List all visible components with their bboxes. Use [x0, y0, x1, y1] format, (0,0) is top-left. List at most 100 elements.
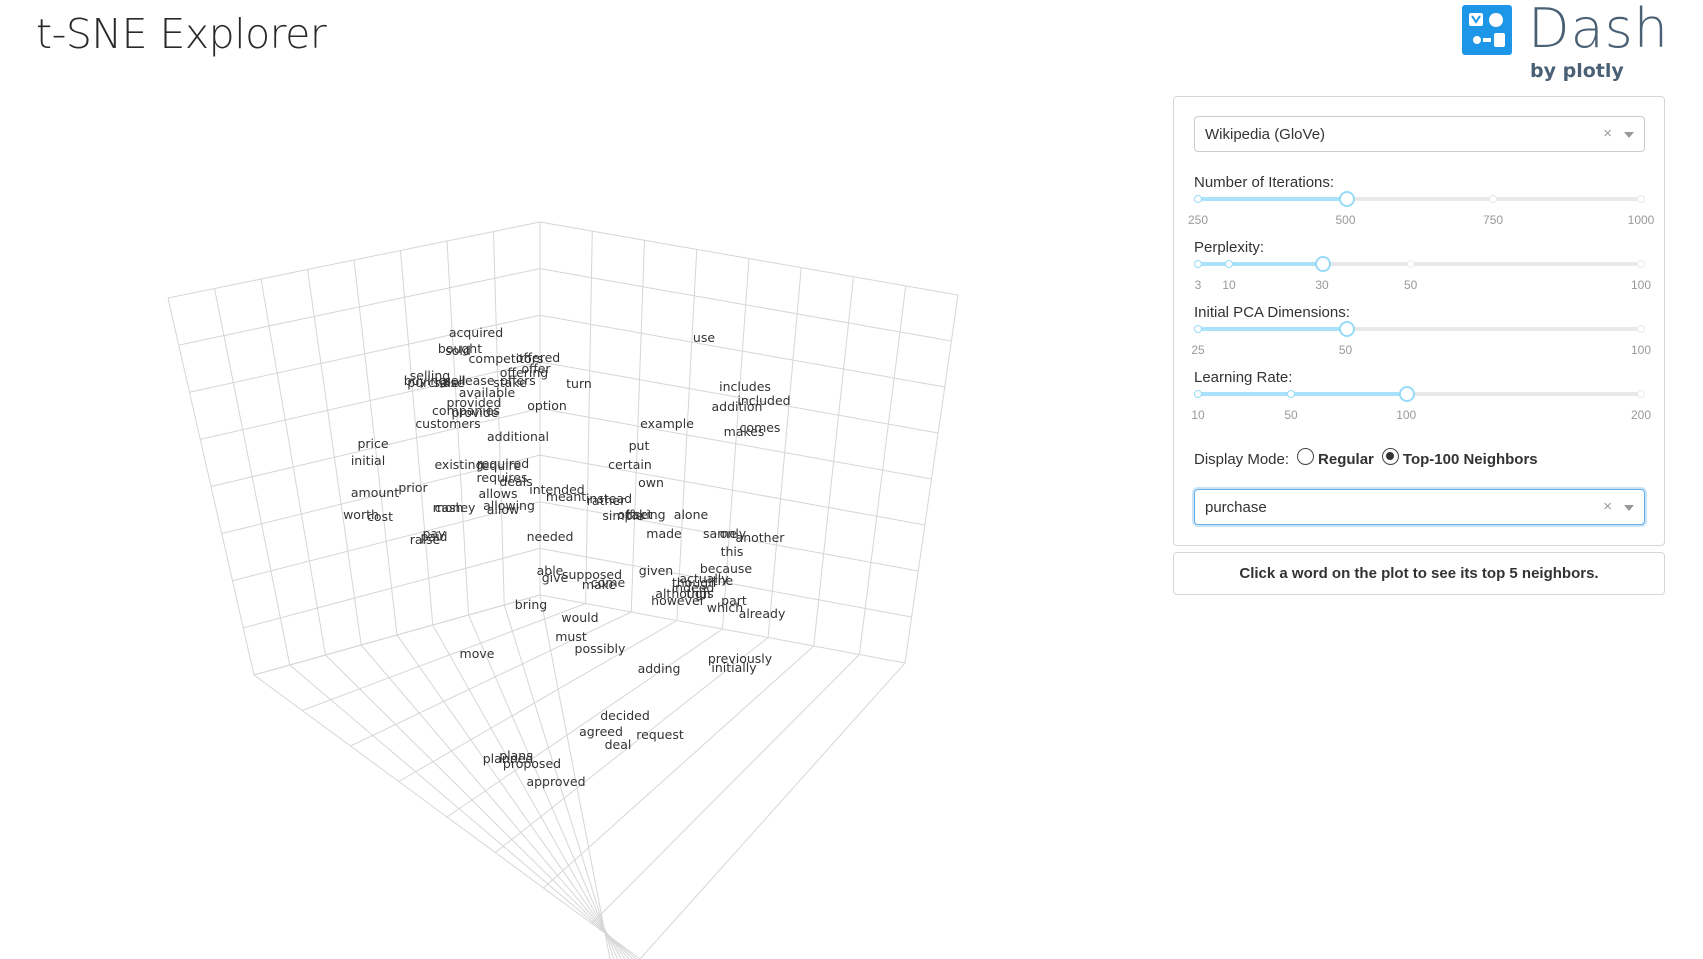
radio-top-100-neighbors-label[interactable]: Top-100 Neighbors	[1402, 451, 1538, 468]
word-label[interactable]: deals	[499, 474, 532, 489]
word-label[interactable]: raise	[410, 532, 441, 547]
word-label[interactable]: option	[527, 398, 567, 413]
word-label[interactable]: put	[629, 438, 650, 453]
word-label[interactable]: turn	[566, 376, 592, 391]
word-label[interactable]: adding	[638, 661, 681, 676]
word-label[interactable]: addition	[712, 399, 763, 414]
perplexity-slider[interactable]: 3 10 30 50 100	[1194, 256, 1651, 292]
word-label[interactable]: initially	[711, 660, 757, 675]
slider-mark-label[interactable]: 200	[1630, 408, 1652, 422]
slider-mark-label[interactable]: 750	[1483, 213, 1504, 227]
word-label[interactable]: sold	[445, 343, 471, 358]
word-label[interactable]: needed	[527, 529, 574, 544]
word-label[interactable]: actually	[679, 571, 729, 586]
pca-dimensions-slider[interactable]: 25 50 100	[1191, 321, 1651, 357]
word-label[interactable]: provided	[447, 395, 502, 410]
chevron-down-icon[interactable]	[1624, 132, 1634, 138]
word-label[interactable]: supposed	[562, 567, 622, 582]
radio-regular-label[interactable]: Regular	[1318, 451, 1374, 468]
word-label[interactable]: agreed	[579, 724, 623, 739]
word-label[interactable]: request	[636, 727, 684, 742]
word-label[interactable]: offset	[617, 507, 652, 522]
word-label[interactable]: example	[640, 416, 694, 431]
word-label[interactable]: because	[700, 561, 753, 576]
slider-mark-label[interactable]: 30	[1315, 278, 1329, 292]
word-label[interactable]: sell	[444, 373, 465, 388]
word-label[interactable]: certain	[608, 457, 652, 472]
iterations-slider[interactable]: 250 500 750 1000	[1188, 191, 1654, 227]
word-label[interactable]: only	[720, 526, 747, 541]
word-label[interactable]: deal	[605, 737, 632, 752]
word-label[interactable]: approved	[526, 774, 585, 789]
word-label[interactable]: cash	[435, 500, 464, 515]
word-label[interactable]: cost	[367, 509, 393, 524]
slider-mark-label[interactable]: 25	[1191, 343, 1205, 357]
word-label[interactable]: pay	[423, 526, 447, 541]
slider-rail[interactable]	[1198, 392, 1641, 396]
word-label[interactable]: allowing	[483, 498, 535, 513]
word-label[interactable]: same	[703, 526, 737, 541]
slider-mark-label[interactable]: 100	[1396, 408, 1417, 422]
slider-mark-label[interactable]: 10	[1222, 278, 1236, 292]
word-label[interactable]: plans	[499, 748, 533, 763]
chevron-down-icon[interactable]	[1624, 505, 1634, 511]
word-label[interactable]: purchase	[407, 375, 465, 390]
word-label[interactable]: stake	[493, 375, 527, 390]
word-label[interactable]: available	[459, 385, 516, 400]
slider-handle[interactable]	[1338, 191, 1355, 207]
word-label[interactable]: existing	[434, 457, 483, 472]
word-label[interactable]: includes	[719, 379, 771, 394]
word-label[interactable]: money	[433, 500, 476, 515]
word-label[interactable]: comes	[740, 420, 781, 435]
word-label[interactable]: instead	[586, 491, 632, 506]
word-label[interactable]: already	[739, 606, 786, 621]
slider-mark-label[interactable]: 10	[1191, 408, 1205, 422]
word-label[interactable]: given	[639, 563, 673, 578]
word-label[interactable]: previously	[708, 651, 773, 666]
word-label[interactable]: buying	[404, 373, 447, 388]
dataset-dropdown[interactable]: Wikipedia (GloVe) ×	[1194, 116, 1645, 152]
slider-handle[interactable]	[1399, 386, 1416, 402]
word-label[interactable]: offering	[500, 365, 548, 380]
word-label[interactable]: competitors	[469, 351, 544, 366]
word-label[interactable]: makes	[724, 424, 765, 439]
word-label[interactable]: give	[542, 570, 569, 585]
word-label[interactable]: meant	[546, 489, 586, 504]
word-label[interactable]: customers	[415, 416, 480, 431]
word-label[interactable]: must	[555, 629, 587, 644]
slider-handle[interactable]	[1315, 256, 1332, 272]
slider-mark-label[interactable]: 500	[1335, 213, 1356, 227]
word-label[interactable]: paid	[420, 529, 447, 544]
slider-mark-label[interactable]: 50	[1403, 278, 1418, 292]
word-label[interactable]: thus	[686, 586, 713, 601]
dataset-clear-icon[interactable]: ×	[1603, 125, 1612, 142]
slider-rail[interactable]	[1198, 262, 1641, 266]
word-label[interactable]: sale	[433, 375, 459, 390]
slider-handle[interactable]	[1338, 321, 1355, 337]
word-label[interactable]: allow	[487, 502, 519, 517]
plot-canvas[interactable]: acquiredboughtsoldcompetitorsofferedoffe…	[0, 95, 1160, 959]
radio-regular[interactable]	[1297, 448, 1315, 465]
word-label[interactable]: selling	[410, 368, 450, 383]
word-label[interactable]: although	[655, 586, 710, 601]
word-label[interactable]: planned	[483, 751, 534, 766]
word-label[interactable]: offered	[516, 350, 560, 365]
word-label[interactable]: able	[537, 563, 564, 578]
word-label[interactable]: require	[477, 458, 522, 473]
slider-mark-label[interactable]: 50	[1338, 343, 1353, 357]
word-label[interactable]: offer	[521, 361, 551, 376]
learning-rate-slider[interactable]: 10 50 100 200	[1191, 386, 1651, 422]
dash-logo[interactable]: Dash by plotly	[1462, 0, 1668, 82]
slider-mark-label[interactable]: 1000	[1627, 213, 1655, 227]
slider-rail[interactable]	[1198, 197, 1641, 201]
slider-mark-label[interactable]: 100	[1630, 278, 1652, 292]
word-label[interactable]: provide	[452, 405, 499, 420]
word-label[interactable]: decided	[600, 708, 650, 723]
slider-mark-label[interactable]: 50	[1284, 408, 1298, 422]
word-label[interactable]: possibly	[575, 641, 626, 656]
tsne-3d-scatter-plot[interactable]: acquired bought sold competitors offered offe…	[0, 95, 1160, 959]
word-label[interactable]: simple	[602, 508, 644, 523]
word-label[interactable]: companies	[432, 403, 500, 418]
word-label[interactable]: however	[651, 593, 706, 608]
word-label[interactable]: the	[713, 573, 734, 588]
